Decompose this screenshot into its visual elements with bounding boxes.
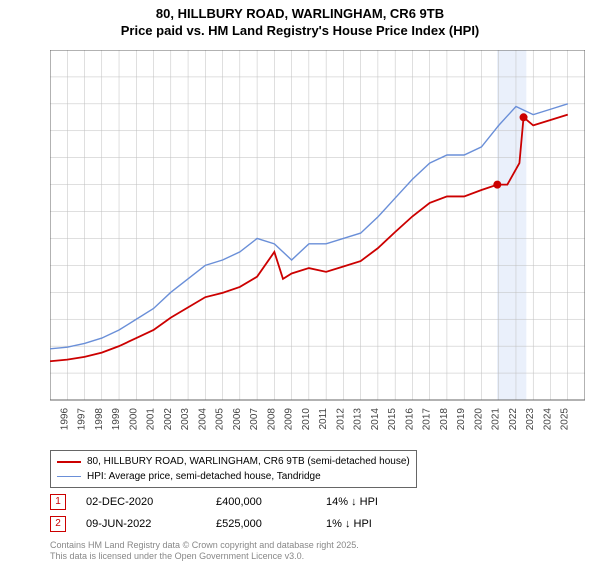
event-marker [520,113,528,121]
x-tick-label: 2017 [422,408,433,431]
x-tick-label: 2005 [215,408,226,431]
attribution-line2: This data is licensed under the Open Gov… [50,551,304,561]
legend-label: HPI: Average price, semi-detached house,… [87,469,321,484]
legend-row: 80, HILLBURY ROAD, WARLINGHAM, CR6 9TB (… [57,454,410,469]
chart-title: 80, HILLBURY ROAD, WARLINGHAM, CR6 9TB P… [0,0,600,40]
event-row: 1 02-DEC-2020£400,00014% ↓ HPI [50,494,436,510]
title-line1: 80, HILLBURY ROAD, WARLINGHAM, CR6 9TB [156,6,444,21]
x-tick-label: 2003 [180,408,191,431]
chart-container: 80, HILLBURY ROAD, WARLINGHAM, CR6 9TB P… [0,0,600,560]
x-tick-label: 2007 [249,408,260,431]
x-tick-label: 2004 [197,408,208,431]
event-delta: 1% ↓ HPI [326,518,436,530]
x-tick-label: 2011 [318,408,329,430]
event-price: £525,000 [216,518,326,530]
event-date: 02-DEC-2020 [86,496,216,508]
event-badge: 1 [50,494,66,510]
x-tick-label: 2016 [404,408,415,431]
x-tick-label: 2018 [439,408,450,431]
title-line2: Price paid vs. HM Land Registry's House … [121,23,480,38]
events-table: 1 02-DEC-2020£400,00014% ↓ HPI 2 09-JUN-202… [50,494,436,538]
x-tick-label: 2024 [542,408,553,431]
x-tick-label: 2020 [473,408,484,431]
event-date: 09-JUN-2022 [86,518,216,530]
event-row: 2 09-JUN-2022£525,0001% ↓ HPI [50,516,436,532]
x-tick-label: 1998 [94,408,105,431]
x-tick-label: 2006 [232,408,243,431]
legend-swatch [57,476,81,477]
x-tick-label: 1999 [111,408,122,431]
x-tick-label: 2022 [508,408,519,431]
event-delta: 14% ↓ HPI [326,496,436,508]
event-badge: 2 [50,516,66,532]
x-tick-label: 2025 [560,408,571,431]
x-tick-label: 2021 [491,408,502,431]
x-tick-label: 2023 [525,408,536,431]
x-tick-label: 2008 [266,408,277,431]
x-tick-label: 2015 [387,408,398,431]
x-tick-label: 1997 [77,408,88,431]
chart-svg: £0£50K£100K£150K£200K£250K£300K£350K£400… [50,50,585,450]
x-tick-label: 2009 [284,408,295,431]
legend-swatch [57,461,81,463]
x-tick-label: 2013 [353,408,364,431]
x-tick-label: 2010 [301,408,312,431]
x-tick-label: 2019 [456,408,467,431]
x-tick-label: 2002 [163,408,174,431]
chart-plot-area: £0£50K£100K£150K£200K£250K£300K£350K£400… [50,50,585,400]
legend-label: 80, HILLBURY ROAD, WARLINGHAM, CR6 9TB (… [87,454,410,469]
event-marker [493,181,501,189]
x-tick-label: 2012 [335,408,346,431]
x-tick-label: 1995 [50,408,53,431]
attribution: Contains HM Land Registry data © Crown c… [50,540,359,562]
event-price: £400,000 [216,496,326,508]
attribution-line1: Contains HM Land Registry data © Crown c… [50,540,359,550]
x-tick-label: 2014 [370,408,381,431]
x-tick-label: 2000 [128,408,139,431]
x-tick-label: 1996 [59,408,70,431]
x-tick-label: 2001 [146,408,157,431]
legend-row: HPI: Average price, semi-detached house,… [57,469,410,484]
highlight-band [497,50,526,400]
legend: 80, HILLBURY ROAD, WARLINGHAM, CR6 9TB (… [50,450,417,488]
